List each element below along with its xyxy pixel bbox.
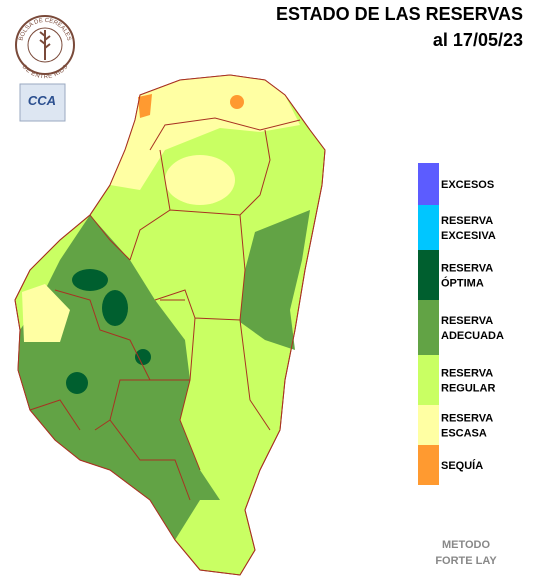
legend-swatch — [418, 163, 439, 205]
method: METODO — [442, 539, 491, 551]
legend-label: ADECUADA — [441, 330, 504, 342]
legend-label: RESERVA — [441, 215, 493, 227]
title: ESTADO DE LAS RESERVAS — [276, 4, 523, 24]
legend-label: RESERVA — [441, 368, 493, 380]
legend-swatch — [418, 205, 439, 250]
legend-label: EXCESIVA — [441, 230, 496, 242]
legend-swatch — [418, 355, 439, 405]
legend-label: RESERVA — [441, 263, 493, 275]
method: FORTE LAY — [435, 555, 497, 567]
map — [14, 74, 326, 576]
legend-label: REGULAR — [441, 383, 495, 395]
legend-label: RESERVA — [441, 413, 493, 425]
legend-swatch — [418, 445, 439, 485]
legend-swatch — [418, 300, 439, 355]
legend-swatch — [418, 250, 439, 300]
legend-swatch — [418, 405, 439, 445]
legend-label: EXCESOS — [441, 179, 494, 191]
legend-label: RESERVA — [441, 315, 493, 327]
logo-cca: CCA — [19, 83, 66, 122]
date: al 17/05/23 — [433, 30, 523, 50]
logo-bolsa: BOLSA DE CEREALES DE ENTRE RIOS — [15, 15, 75, 80]
legend-label: ÓPTIMA — [441, 277, 484, 290]
legend: EXCESOS RESERVA EXCESIVA RESERVA ÓPTIMA RESER… — [418, 163, 504, 485]
legend-label: ESCASA — [441, 428, 487, 440]
logo-text: CCA — [28, 93, 56, 108]
legend-label: SEQUÍA — [441, 459, 483, 472]
